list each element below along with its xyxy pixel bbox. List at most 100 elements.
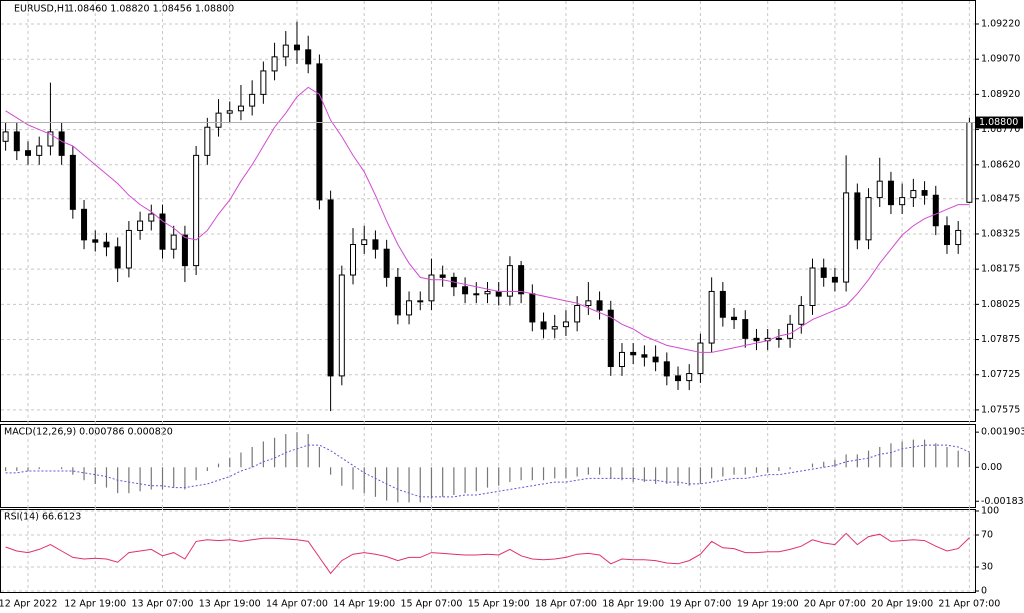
candle-body xyxy=(260,70,267,95)
macd-pane-frame xyxy=(0,424,976,508)
candle-body xyxy=(697,342,704,375)
candle-body xyxy=(753,337,760,342)
candle-body xyxy=(652,356,659,363)
y-tick-label: 1.09220 xyxy=(981,19,1020,30)
y-tick-label: 1.08920 xyxy=(981,89,1020,100)
candle-body xyxy=(181,234,188,267)
candle-body xyxy=(237,105,244,112)
y-tick-label: 1.08620 xyxy=(981,159,1020,170)
x-tick-label: 18 Apr 07:00 xyxy=(535,599,597,610)
y-tick-label: 1.07575 xyxy=(981,404,1020,415)
candle-body xyxy=(394,276,401,316)
y-tick-label: -0.001839 xyxy=(981,496,1024,507)
candle-body xyxy=(742,319,749,339)
y-tick-label: 1.08175 xyxy=(981,264,1020,275)
y-tick-label: 0.00 xyxy=(981,462,1002,473)
candle-body xyxy=(562,321,569,328)
candle-body xyxy=(518,265,525,295)
ohlc-label: 1.08460 1.08820 1.08456 1.08800 xyxy=(68,4,234,15)
candle-body xyxy=(506,265,513,297)
last-price-tag xyxy=(976,116,1023,129)
y-tick-label: 1.07875 xyxy=(981,334,1020,345)
x-tick-label: 12 Apr 19:00 xyxy=(64,599,126,610)
candle-body xyxy=(350,244,357,276)
candle-body xyxy=(327,199,334,377)
moving-average xyxy=(5,86,970,353)
candle-body xyxy=(495,290,502,297)
candle-body xyxy=(316,63,323,201)
candle-body xyxy=(372,239,379,250)
x-tick-label: 14 Apr 19:00 xyxy=(333,599,395,610)
candle-body xyxy=(618,351,625,368)
candle-body xyxy=(305,49,312,65)
candle-body xyxy=(663,361,670,377)
candle-body xyxy=(417,300,424,303)
candle-body xyxy=(271,56,278,72)
candle-body xyxy=(775,337,782,340)
rsi-pane-frame xyxy=(0,509,976,593)
candle-body xyxy=(36,145,43,156)
y-tick-label: 1.08325 xyxy=(981,228,1020,239)
candle-body xyxy=(462,286,469,295)
candle-body xyxy=(103,241,110,248)
y-tick-label: 1.07725 xyxy=(981,369,1020,380)
y-tick-label: 100 xyxy=(981,506,999,517)
candle-body xyxy=(820,267,827,278)
y-tick-label: 70 xyxy=(981,530,993,541)
rsi-line xyxy=(5,532,970,575)
candle-body xyxy=(137,220,144,231)
x-tick-label: 19 Apr 19:00 xyxy=(737,599,799,610)
y-tick-label: 1.08475 xyxy=(981,193,1020,204)
candle-body xyxy=(439,274,446,278)
candle-body xyxy=(596,300,603,311)
candle-body xyxy=(731,316,738,321)
candle-body xyxy=(708,290,715,344)
candle-body xyxy=(383,248,390,278)
y-tick-label: 0.001903 xyxy=(981,427,1024,438)
candle-body xyxy=(114,246,121,269)
last-price-label: 1.08800 xyxy=(979,117,1018,128)
candle-body xyxy=(719,290,726,318)
candle-body xyxy=(338,274,345,377)
candle-body xyxy=(81,208,88,241)
candle-body xyxy=(484,290,491,295)
candle-body xyxy=(686,373,693,382)
candle-body xyxy=(854,192,861,241)
y-tick-label: 1.08025 xyxy=(981,299,1020,310)
x-tick-label: 13 Apr 19:00 xyxy=(199,599,261,610)
x-tick-label: 19 Apr 07:00 xyxy=(669,599,731,610)
candle-body xyxy=(843,192,850,283)
candle-body xyxy=(809,267,816,307)
candle-body xyxy=(282,44,289,58)
candle-body xyxy=(641,354,648,358)
candle-body xyxy=(943,225,950,246)
candle-body xyxy=(551,326,558,330)
y-tick-label: 1.09070 xyxy=(981,54,1020,65)
candle-body xyxy=(876,180,883,199)
y-tick-label: 30 xyxy=(981,562,993,573)
candle-body xyxy=(361,239,368,246)
x-tick-label: 20 Apr 07:00 xyxy=(804,599,866,610)
x-tick-label: 14 Apr 07:00 xyxy=(266,599,328,610)
candle-body xyxy=(125,229,132,269)
candle-body xyxy=(249,93,256,107)
symbol-label: EURUSD,H1 xyxy=(14,4,70,15)
candle-body xyxy=(204,126,211,156)
candle-body xyxy=(69,154,76,210)
candle-body xyxy=(529,293,536,323)
candle-body xyxy=(2,131,9,142)
candle-body xyxy=(607,309,614,368)
candle-body xyxy=(966,122,973,203)
candle-body xyxy=(675,375,682,382)
x-tick-label: 15 Apr 19:00 xyxy=(468,599,530,610)
candle-body xyxy=(798,305,805,325)
x-tick-label: 21 Apr 07:00 xyxy=(938,599,1000,610)
price-pane-frame xyxy=(0,0,976,422)
candle-body xyxy=(899,197,906,206)
signal-line xyxy=(5,444,970,498)
candle-body xyxy=(921,190,928,196)
y-tick-label: 0 xyxy=(981,586,987,597)
candle-body xyxy=(47,131,54,147)
